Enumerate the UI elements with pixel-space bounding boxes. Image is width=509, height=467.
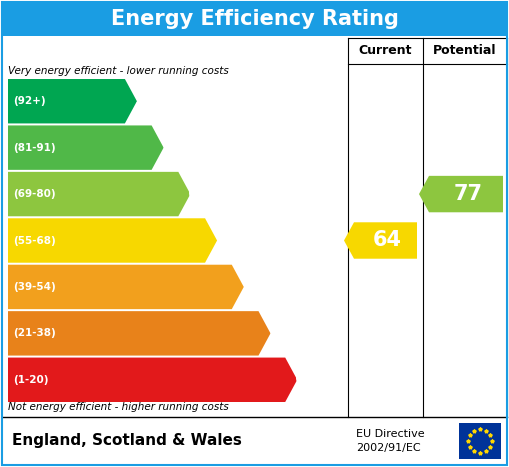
Text: Potential: Potential [433, 44, 497, 57]
Text: Current: Current [359, 44, 412, 57]
Text: EU Directive: EU Directive [356, 429, 425, 439]
Polygon shape [8, 218, 217, 263]
Polygon shape [8, 172, 190, 216]
Text: England, Scotland & Wales: England, Scotland & Wales [12, 433, 242, 448]
Bar [459, 423, 501, 459]
Bar [2, 2, 507, 36]
Text: (55-68): (55-68) [13, 235, 56, 246]
Text: (69-80): (69-80) [13, 189, 55, 199]
Polygon shape [419, 176, 503, 212]
Text: 77: 77 [454, 184, 483, 204]
Text: (1-20): (1-20) [13, 375, 48, 385]
Text: (39-54): (39-54) [13, 282, 56, 292]
Text: Very energy efficient - lower running costs: Very energy efficient - lower running co… [8, 66, 229, 76]
Text: Not energy efficient - higher running costs: Not energy efficient - higher running co… [8, 402, 229, 412]
Text: (81-91): (81-91) [13, 142, 55, 153]
Text: A: A [135, 92, 150, 111]
Text: 2002/91/EC: 2002/91/EC [356, 443, 420, 453]
Bar [2, 417, 507, 465]
Text: (21-38): (21-38) [13, 328, 56, 339]
Text: F: F [269, 324, 282, 343]
Polygon shape [8, 311, 270, 355]
Text: G: G [295, 370, 312, 389]
Text: Energy Efficiency Rating: Energy Efficiency Rating [110, 9, 399, 29]
Text: 64: 64 [373, 231, 402, 250]
Text: C: C [188, 184, 203, 204]
Polygon shape [8, 358, 297, 402]
Text: E: E [242, 277, 255, 297]
Text: (92+): (92+) [13, 96, 46, 106]
Text: D: D [215, 231, 231, 250]
Polygon shape [344, 222, 417, 259]
Polygon shape [8, 265, 244, 309]
Polygon shape [8, 79, 137, 123]
Text: B: B [162, 138, 177, 157]
Polygon shape [8, 126, 163, 170]
